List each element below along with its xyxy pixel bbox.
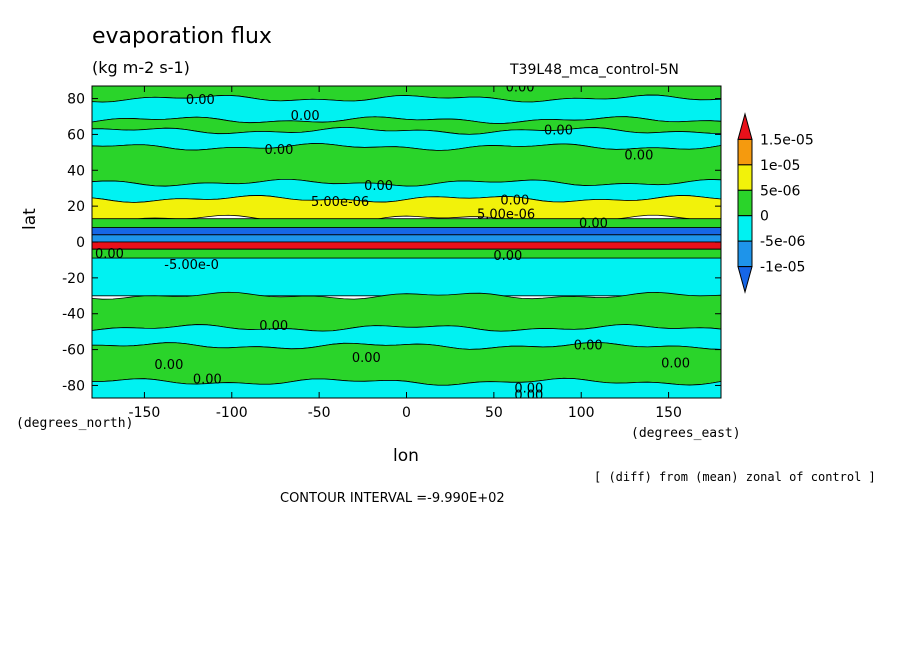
contour-label: 0.00 xyxy=(264,143,293,158)
x-tick-label: -100 xyxy=(216,405,248,421)
contour-label: 0.00 xyxy=(291,109,320,124)
y-tick-label: 60 xyxy=(67,127,85,143)
legend-label: 1.5e-05 xyxy=(760,132,814,148)
contour-label: 0.00 xyxy=(95,247,124,262)
legend-label: 5e-06 xyxy=(760,183,800,199)
band-7 xyxy=(87,219,726,228)
y-tick-label: 80 xyxy=(67,92,85,108)
legend-swatch xyxy=(738,165,752,190)
band-8 xyxy=(87,228,726,235)
contour-label: 0.00 xyxy=(186,93,215,108)
contour-label: 0.00 xyxy=(193,373,222,388)
y-tick-label: -20 xyxy=(62,271,85,287)
plot-area: 0.000.000.000.000.000.000.005.00e-06 0.00… xyxy=(87,80,726,403)
y-tick-label: -80 xyxy=(62,378,85,394)
contour-label: 0.00 xyxy=(574,339,603,354)
contour-label: 0.00 xyxy=(514,389,543,404)
contour-label: 0.00 xyxy=(259,319,288,334)
x-tick-label: 150 xyxy=(655,405,682,421)
legend-swatch xyxy=(738,114,752,139)
band-11 xyxy=(87,249,726,258)
contour-label: 0.00 xyxy=(352,351,381,366)
x-tick-label: 0 xyxy=(402,405,411,421)
legend-swatch xyxy=(738,241,752,266)
y-tick-label: 40 xyxy=(67,163,85,179)
legend-swatch xyxy=(738,267,752,292)
contour-label: -5.00e-0 xyxy=(164,258,219,273)
contour-label: 0.00 xyxy=(154,358,183,373)
band-10 xyxy=(87,242,726,249)
x-tick-label: -50 xyxy=(308,405,331,421)
y-tick-label: -40 xyxy=(62,307,85,323)
legend-swatch xyxy=(738,190,752,215)
contour-label: 0.00 xyxy=(661,356,690,371)
x-tick-label: 100 xyxy=(568,405,595,421)
contour-label: 5.00e-06 xyxy=(311,195,369,210)
y-tick-label: 0 xyxy=(76,235,85,251)
contour-label: 0.00 xyxy=(579,217,608,232)
contour-label: 0.00 xyxy=(364,179,393,194)
legend-swatch xyxy=(738,139,752,164)
band-9 xyxy=(87,235,726,242)
contour-label: 0.00 xyxy=(500,193,529,208)
x-tick-label: -150 xyxy=(129,405,161,421)
y-tick-label: 20 xyxy=(67,199,85,215)
legend-label: 1e-05 xyxy=(760,158,800,174)
contour-label: 0.00 xyxy=(544,123,573,138)
legend-label: -1e-05 xyxy=(760,260,805,276)
contour-label: 0.00 xyxy=(493,249,522,264)
legend-label: 0 xyxy=(760,209,769,225)
legend-swatch xyxy=(738,216,752,241)
y-tick-label: -60 xyxy=(62,343,85,359)
legend-label: -5e-06 xyxy=(760,234,806,250)
contour-label: 0.00 xyxy=(624,148,653,163)
contour-label: 0.00 xyxy=(506,80,535,95)
x-tick-label: 50 xyxy=(485,405,503,421)
contour-label: 5.00e-06 xyxy=(477,208,535,223)
band-15 xyxy=(92,342,721,385)
